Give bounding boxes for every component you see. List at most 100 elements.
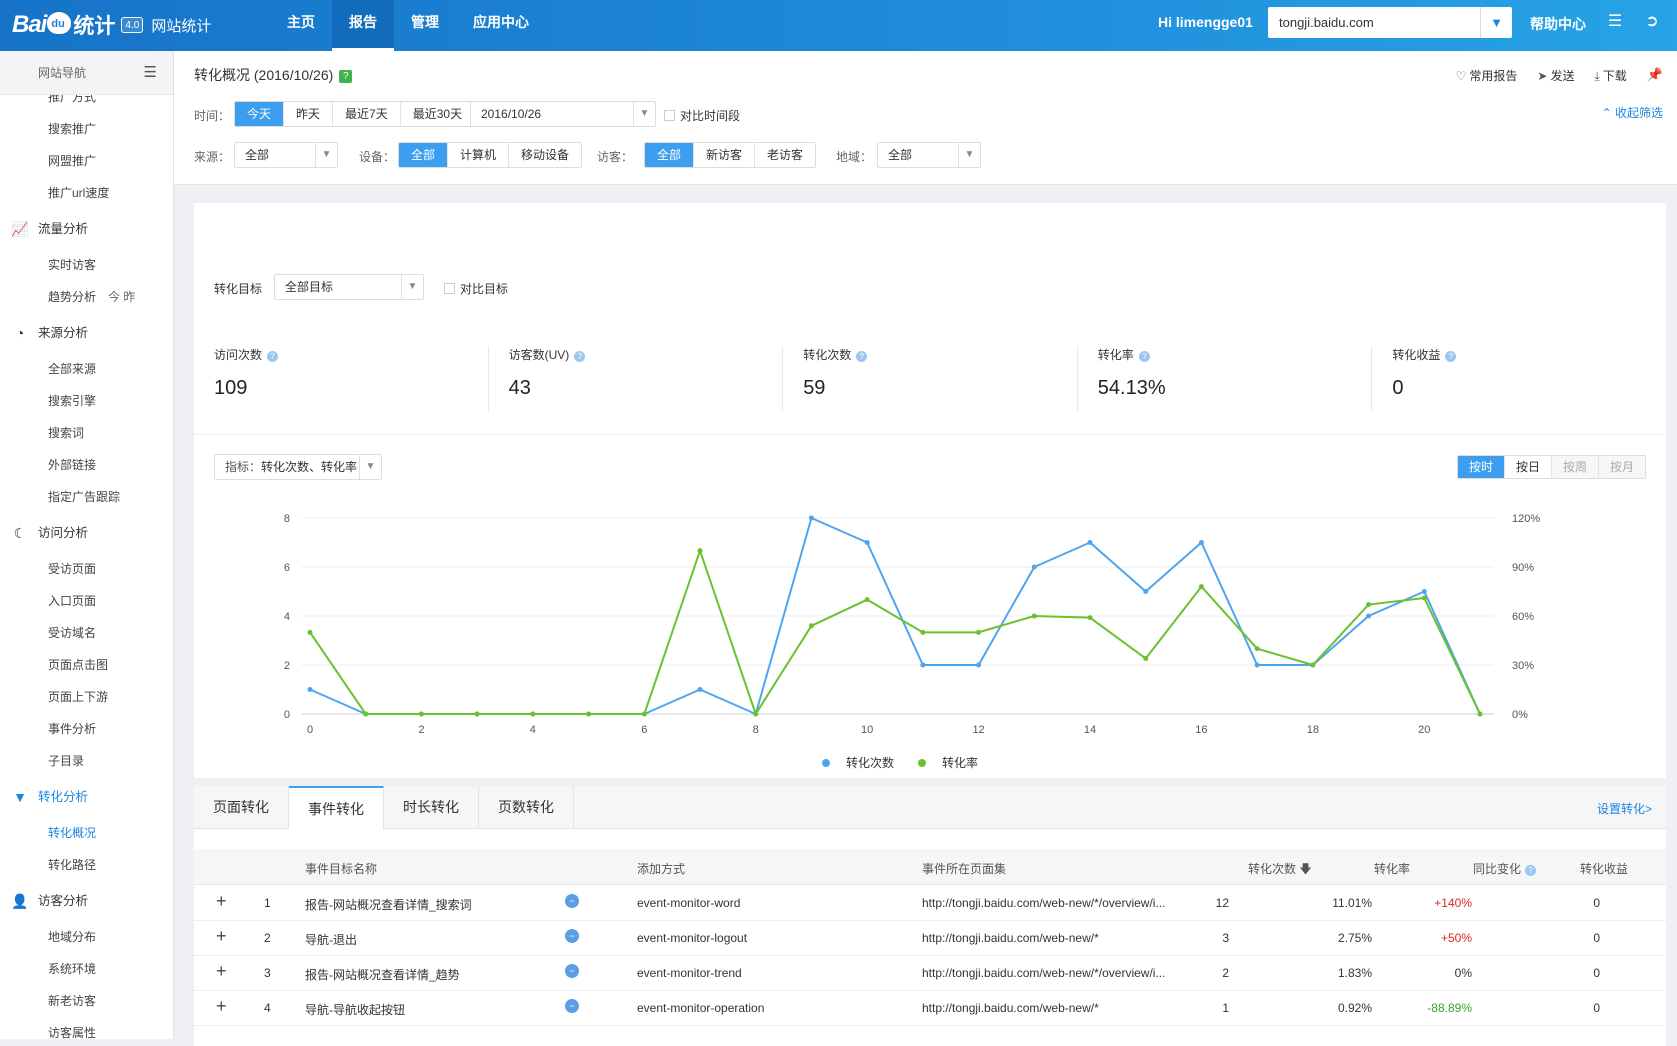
trend-icon[interactable]: ~	[565, 964, 579, 978]
help-icon[interactable]: ?	[1445, 351, 1457, 362]
help-center-link[interactable]: 帮助中心	[1530, 16, 1586, 32]
compare-goal-checkbox[interactable]: 对比目标	[444, 280, 508, 297]
tab-pages-conversion[interactable]: 页数转化	[479, 786, 574, 829]
chevron-down-icon[interactable]: ▼	[1480, 7, 1512, 38]
nav-home[interactable]: 主页	[287, 14, 315, 30]
expand-icon[interactable]: +	[216, 996, 227, 1016]
date-picker[interactable]: 2016/10/26 ▼	[470, 101, 656, 127]
device-all-button[interactable]: 全部	[399, 143, 449, 167]
chevron-down-icon[interactable]: ▼	[633, 102, 655, 126]
user-greeting[interactable]: Hi limengge01	[1158, 14, 1253, 30]
nav-report[interactable]: 报告	[332, 0, 394, 51]
table-row[interactable]: +3 报告-网站概况查看详情_趋势 ~ event-monitor-trend http…	[194, 955, 1666, 991]
help-icon[interactable]: ?	[339, 70, 353, 83]
col-rate[interactable]: 转化率	[1374, 862, 1411, 876]
collapse-filter-link[interactable]: ⌃ 收起筛选	[1601, 106, 1663, 120]
col-event-name[interactable]: 事件目标名称	[305, 862, 378, 876]
col-page-set[interactable]: 事件所在页面集	[922, 862, 1007, 876]
col-revenue[interactable]: 转化收益	[1580, 862, 1629, 876]
pin-icon[interactable]: 📌	[1646, 67, 1663, 82]
sidebar-item[interactable]: 转化概况	[0, 817, 173, 849]
tab-event-conversion[interactable]: 事件转化	[289, 786, 384, 830]
gran-day-button[interactable]: 按日	[1504, 456, 1552, 478]
col-add-method[interactable]: 添加方式	[637, 862, 686, 876]
sidebar-item[interactable]: 实时访客	[0, 249, 173, 281]
sidebar-item[interactable]: 搜索词	[0, 417, 173, 449]
y-right-tick-label: 0%	[1512, 709, 1528, 721]
compare-period-checkbox[interactable]: 对比时间段	[664, 107, 740, 124]
time-30days-button[interactable]: 最近30天	[412, 107, 463, 121]
logout-icon[interactable]: ➲	[1645, 13, 1659, 30]
trend-icon[interactable]: ~	[565, 929, 579, 943]
sidebar-item[interactable]: 事件分析	[0, 713, 173, 745]
sidebar-item[interactable]: 网盟推广	[0, 145, 173, 177]
goal-select[interactable]: 全部目标 ▼	[274, 274, 424, 300]
sidebar-item[interactable]: 入口页面	[0, 585, 173, 617]
trend-icon[interactable]: ~	[565, 894, 579, 908]
favorite-report-button[interactable]: ♡ 常用报告	[1455, 69, 1518, 83]
sidebar-group[interactable]: 👤 访客分析	[0, 881, 173, 921]
tab-page-conversion[interactable]: 页面转化	[194, 786, 289, 829]
help-icon[interactable]: ?	[856, 351, 868, 362]
conversions: 2	[1222, 966, 1229, 980]
tab-duration-conversion[interactable]: 时长转化	[384, 786, 479, 829]
sidebar-group[interactable]: ◔ 来源分析	[0, 313, 173, 353]
sidebar-item[interactable]: 受访域名	[0, 617, 173, 649]
gran-hour-button[interactable]: 按时	[1457, 456, 1505, 478]
time-yesterday-button[interactable]: 昨天	[284, 102, 334, 126]
table-row[interactable]: +4 导航-导航收起按钮 ~ event-monitor-operation http:…	[194, 990, 1666, 1026]
set-conversion-link[interactable]: 设置转化>	[1596, 802, 1652, 816]
sidebar-item[interactable]: 转化路径	[0, 849, 173, 881]
checkbox-box[interactable]	[664, 110, 675, 121]
sidebar-group[interactable]: 📈 流量分析	[0, 209, 173, 249]
sidebar-group[interactable]: ☾ 访问分析	[0, 513, 173, 553]
sidebar-item[interactable]: 访客属性	[0, 1017, 173, 1039]
help-icon[interactable]: ?	[574, 351, 586, 362]
device-label: 设备：	[359, 150, 396, 164]
sidebar-item[interactable]: 趋势分析今 昨	[0, 281, 173, 313]
send-button[interactable]: ➤ 发送	[1537, 69, 1575, 83]
region-select[interactable]: 全部 ▼	[877, 142, 981, 168]
sidebar-item[interactable]: 系统环境	[0, 953, 173, 985]
sidebar-item[interactable]: 页面上下游	[0, 681, 173, 713]
domain-select[interactable]: tongji.baidu.com ▼	[1268, 7, 1512, 38]
table-row[interactable]: +2 导航-退出 ~ event-monitor-logout http://tongj…	[194, 920, 1666, 956]
time-7days-button[interactable]: 最近7天	[333, 102, 401, 126]
list-menu-icon[interactable]: ☰	[1607, 13, 1623, 30]
visitor-all-button[interactable]: 全部	[645, 143, 695, 167]
download-button[interactable]: ⤓ 下载	[1594, 69, 1627, 83]
sidebar-group[interactable]: ▼ 转化分析	[0, 777, 173, 817]
help-icon[interactable]: ?	[1138, 351, 1150, 362]
time-today-button[interactable]: 今天	[235, 102, 285, 126]
sidebar-item[interactable]: 地域分布	[0, 921, 173, 953]
nav-app-center[interactable]: 应用中心	[473, 14, 529, 30]
sidebar-item-extra[interactable]: 今 昨	[108, 290, 136, 304]
col-conversions[interactable]: 转化次数 🡇	[1248, 862, 1312, 876]
sidebar-item[interactable]: 子目录	[0, 745, 173, 777]
trend-icon[interactable]: ~	[565, 999, 579, 1013]
sidebar-item[interactable]: 页面点击图	[0, 649, 173, 681]
visitor-new-button[interactable]: 新访客	[694, 143, 756, 167]
visitor-old-button[interactable]: 老访客	[767, 148, 804, 162]
metric-select[interactable]: 指标：转化次数、转化率 ▼	[214, 454, 382, 480]
device-computer-button[interactable]: 计算机	[448, 143, 510, 167]
help-icon[interactable]: ?	[267, 351, 279, 362]
sidebar-item[interactable]: 受访页面	[0, 553, 173, 585]
nav-manage[interactable]: 管理	[411, 14, 439, 30]
table-row[interactable]: +1 报告-网站概况查看详情_搜索词 ~ event-monitor-word http…	[194, 885, 1666, 921]
col-change[interactable]: 同比变化?	[1473, 860, 1537, 877]
expand-icon[interactable]: +	[216, 961, 227, 981]
source-select[interactable]: 全部 ▼	[234, 142, 338, 168]
expand-icon[interactable]: +	[216, 891, 227, 911]
baidu-tongji-logo[interactable]: Bai du 统计 4.0 网站统计	[12, 8, 211, 42]
sidebar-item[interactable]: 全部来源	[0, 353, 173, 385]
sidebar-item[interactable]: 搜索引擎	[0, 385, 173, 417]
collapse-sidebar-icon[interactable]: ☰	[143, 64, 157, 81]
sidebar-item[interactable]: 外部链接	[0, 449, 173, 481]
device-mobile-button[interactable]: 移动设备	[521, 148, 570, 162]
sidebar-item[interactable]: 新老访客	[0, 985, 173, 1017]
sidebar-item[interactable]: 指定广告跟踪	[0, 481, 173, 513]
sidebar-item[interactable]: 推广url速度	[0, 177, 173, 209]
sidebar-item[interactable]: 搜索推广	[0, 113, 173, 145]
expand-icon[interactable]: +	[216, 926, 227, 946]
